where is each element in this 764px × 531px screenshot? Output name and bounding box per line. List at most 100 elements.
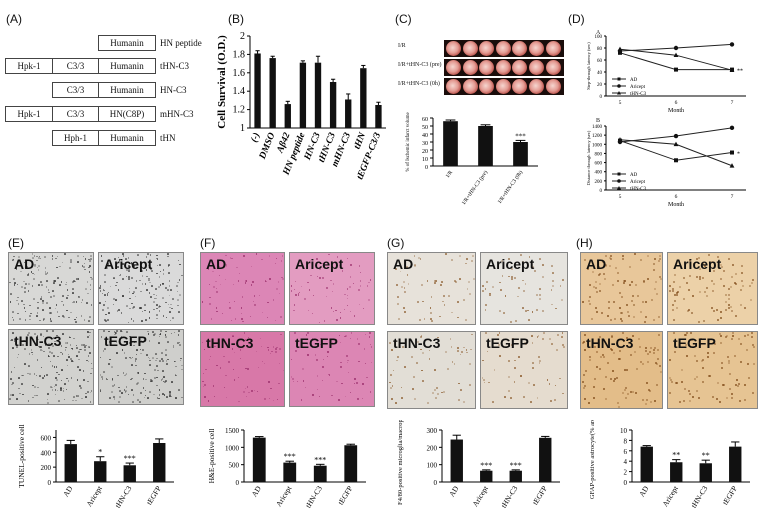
data-point xyxy=(617,137,623,142)
category-label: I/R+tHN-C3 (0h) xyxy=(496,169,524,205)
y-tick-label: 20 xyxy=(597,83,603,88)
y-tick-label: 500 xyxy=(229,462,240,470)
brain-slice xyxy=(462,79,478,94)
construct-box: Humanin xyxy=(98,82,156,98)
y-tick-label: 60 xyxy=(597,59,603,64)
micrograph-ad: AD xyxy=(387,252,476,325)
he-chart: 0 500 1000 1500 H&E-positive cell AD *** Aricep… xyxy=(207,427,366,510)
y-tick-label: 30 xyxy=(422,141,428,147)
micrograph-aricept: Aricept xyxy=(480,252,568,325)
y-tick-label: 0 xyxy=(425,165,428,171)
infarct-volume-chart: 0 10 20 30 40 50 60 % of Ischemic infarct volum… xyxy=(406,112,538,206)
bar xyxy=(513,142,528,166)
y-tick-label: 800 xyxy=(595,152,603,157)
construct-box: C3/3 xyxy=(52,82,99,98)
bar xyxy=(254,53,261,129)
y-tick-label: 200 xyxy=(595,180,603,185)
y-tick-label: 400 xyxy=(41,449,52,457)
category-label: tHN-C3 xyxy=(304,484,325,509)
bar xyxy=(670,462,683,482)
data-point xyxy=(730,150,734,155)
construct-box: Hph-1 xyxy=(52,130,99,146)
x-tick-label: 7 xyxy=(731,100,734,106)
bar xyxy=(344,445,358,482)
bar xyxy=(64,444,77,482)
construct-box: HN(C8P) xyxy=(98,106,156,122)
f480-chart: 0 100 200 300 F4/80-positive microglia/macro… xyxy=(397,420,560,510)
category-label: (-) xyxy=(249,131,263,144)
micrograph-thn-c3: tHN-C3 xyxy=(200,331,285,407)
y-tick-label: 0 xyxy=(600,95,603,100)
category-label: Aricept xyxy=(660,484,680,509)
y-tick-label: 10 xyxy=(422,157,428,163)
y-tick-label: 6 xyxy=(624,448,628,456)
significance-mark: ** xyxy=(702,451,710,460)
brain-slice xyxy=(545,60,561,75)
category-label: AD xyxy=(447,484,461,498)
x-tick-label: 7 xyxy=(731,194,734,200)
y-axis-label: Step-through latency (sec) xyxy=(586,42,591,90)
construct-box: C3/3 xyxy=(52,106,99,122)
y-tick-label: 100 xyxy=(595,35,603,40)
significance-mark: ** xyxy=(737,69,743,75)
data-point xyxy=(673,141,679,147)
y-tick-label: 10 xyxy=(620,427,628,435)
bar xyxy=(252,437,266,482)
bar xyxy=(314,62,322,128)
category-label: tEGFP xyxy=(144,484,162,506)
tunel-chart: 0 200 400 600 TUNEL-positive cell AD * Aricept *… xyxy=(17,424,174,510)
panel-h-label: (H) xyxy=(576,236,593,250)
legend-label: tHN-C3 xyxy=(630,92,647,97)
brain-slice xyxy=(446,79,461,94)
brain-slice xyxy=(529,60,544,75)
y-tick-label: 200 xyxy=(41,464,52,472)
construct-box: Hpk-1 xyxy=(5,58,53,74)
construct-box: Humanin xyxy=(98,58,156,74)
y-axis-label: GFAP-positive astrocyte(% area) xyxy=(589,420,596,499)
panel-g-label: (G) xyxy=(387,236,405,250)
y-tick-label: 1 xyxy=(240,123,245,134)
brain-slice xyxy=(529,79,544,94)
brain-row-label: I/R+tHN-C3 (0h) xyxy=(398,81,440,87)
category-label: Aricept xyxy=(274,484,294,509)
bar xyxy=(329,82,337,128)
legend-label: AD xyxy=(630,173,638,178)
category-label: I/R+tHN-C3 (pre) xyxy=(461,169,490,206)
construct-box: Humanin xyxy=(98,35,156,51)
brain-row-label: I/R xyxy=(398,43,406,49)
data-point xyxy=(729,163,735,168)
data-point xyxy=(729,125,735,131)
x-tick-label: 5 xyxy=(619,100,622,106)
legend-label: Aricept xyxy=(630,85,646,90)
y-tick-label: 4 xyxy=(624,458,628,466)
significance-mark: *** xyxy=(510,461,522,470)
panel-e-label: (E) xyxy=(8,236,24,250)
y-tick-label: 0 xyxy=(434,479,438,487)
brain-slice xyxy=(512,60,528,75)
data-point xyxy=(617,46,623,51)
data-point xyxy=(674,158,678,163)
data-point xyxy=(729,67,735,72)
x-tick-label: 6 xyxy=(675,194,678,200)
micrograph-thn-c3: tHN-C3 xyxy=(8,329,94,405)
bar xyxy=(94,461,107,482)
bar xyxy=(123,465,136,482)
legend-label: tHN-C3 xyxy=(630,187,647,192)
y-axis-label: TUNEL-positive cell xyxy=(17,424,26,488)
y-tick-label: 0 xyxy=(624,479,628,487)
y-axis-label: H&E-positive cell xyxy=(207,429,216,484)
bar xyxy=(729,446,742,482)
y-tick-label: 60 xyxy=(422,117,428,123)
significance-mark: ** xyxy=(672,451,680,460)
category-label: AD xyxy=(637,484,651,498)
y-tick-label: 2 xyxy=(240,31,245,42)
subpanel-a-label: A xyxy=(596,30,601,36)
legend-marker xyxy=(617,172,621,176)
micrograph-ad: AD xyxy=(200,252,285,325)
micrograph-ad: AD xyxy=(580,252,663,325)
category-label: tHN xyxy=(353,130,369,150)
y-tick-label: 600 xyxy=(41,434,52,442)
y-tick-label: 1.2 xyxy=(233,105,246,116)
category-label: tHN-C3 xyxy=(499,484,520,509)
category-label: Aricept xyxy=(84,484,104,509)
